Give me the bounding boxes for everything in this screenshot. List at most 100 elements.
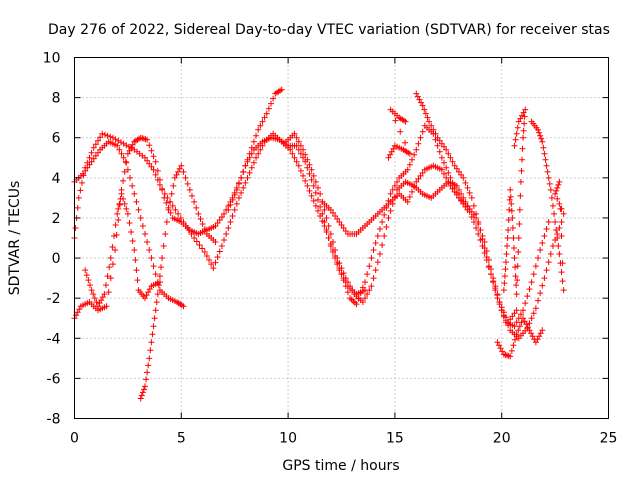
data-point bbox=[167, 198, 174, 205]
data-point bbox=[388, 148, 395, 155]
data-point bbox=[538, 135, 545, 142]
x-axis-label: GPS time / hours bbox=[282, 458, 399, 474]
series-track-6 bbox=[137, 162, 219, 402]
data-point bbox=[92, 141, 99, 148]
data-point bbox=[112, 136, 119, 143]
data-point bbox=[129, 238, 136, 245]
data-point bbox=[146, 355, 153, 362]
data-point bbox=[513, 307, 520, 314]
data-point bbox=[291, 154, 298, 161]
data-point bbox=[315, 207, 322, 214]
data-point bbox=[526, 327, 533, 334]
data-point bbox=[312, 202, 319, 209]
data-point bbox=[453, 165, 460, 172]
series-track-10 bbox=[413, 90, 552, 330]
data-point bbox=[88, 287, 95, 294]
data-point bbox=[113, 231, 120, 238]
data-point bbox=[548, 194, 555, 201]
data-point bbox=[103, 303, 110, 310]
data-point bbox=[163, 218, 170, 225]
data-point bbox=[138, 392, 145, 399]
data-point bbox=[547, 186, 554, 193]
data-point bbox=[554, 184, 561, 191]
data-point bbox=[445, 169, 452, 176]
data-point bbox=[361, 279, 368, 286]
data-point bbox=[120, 177, 127, 184]
axis-ticks: 0 5 10 15 20 25 -8 -6 -4 -2 0 2 4 6 8 10 bbox=[43, 51, 618, 447]
data-point bbox=[455, 194, 462, 201]
data-point bbox=[131, 247, 138, 254]
data-point bbox=[107, 275, 114, 282]
data-point bbox=[134, 277, 141, 284]
data-point bbox=[530, 310, 537, 317]
data-point bbox=[483, 254, 490, 261]
data-point bbox=[554, 195, 561, 202]
data-point bbox=[537, 290, 544, 297]
data-point bbox=[505, 226, 512, 233]
data-point bbox=[520, 315, 527, 322]
data-point bbox=[558, 205, 565, 212]
series-track-8 bbox=[225, 134, 368, 298]
data-point bbox=[259, 118, 266, 125]
data-point bbox=[175, 210, 182, 217]
data-point bbox=[438, 140, 445, 147]
data-point bbox=[391, 182, 398, 189]
data-point bbox=[541, 275, 548, 282]
data-point bbox=[306, 187, 313, 194]
data-point bbox=[441, 159, 448, 166]
data-point bbox=[103, 282, 110, 289]
data-point bbox=[146, 142, 153, 149]
data-point bbox=[379, 242, 386, 249]
data-point bbox=[146, 247, 153, 254]
data-point bbox=[473, 224, 480, 231]
data-point bbox=[374, 232, 381, 239]
data-point bbox=[445, 150, 452, 157]
data-point bbox=[413, 90, 420, 97]
data-point bbox=[193, 204, 200, 211]
data-point bbox=[191, 198, 198, 205]
data-point bbox=[507, 193, 514, 200]
data-point bbox=[415, 140, 422, 147]
data-point bbox=[521, 120, 528, 127]
data-point bbox=[325, 222, 332, 229]
data-point bbox=[526, 286, 533, 293]
data-point bbox=[86, 282, 93, 289]
data-point bbox=[144, 136, 151, 143]
data-point bbox=[144, 369, 151, 376]
data-point bbox=[537, 132, 544, 139]
data-point bbox=[406, 161, 413, 168]
data-point bbox=[238, 174, 245, 181]
data-point bbox=[291, 130, 298, 137]
data-point bbox=[152, 307, 159, 314]
data-point bbox=[175, 168, 182, 175]
data-point bbox=[513, 331, 520, 338]
data-point bbox=[547, 251, 554, 258]
data-point bbox=[428, 122, 435, 129]
data-point bbox=[206, 257, 213, 264]
data-point bbox=[197, 215, 204, 222]
data-point bbox=[317, 203, 324, 210]
data-point bbox=[99, 130, 106, 137]
data-point bbox=[160, 243, 167, 250]
data-point bbox=[508, 200, 515, 207]
data-point bbox=[148, 163, 155, 170]
data-point bbox=[539, 282, 546, 289]
data-point bbox=[517, 192, 524, 199]
data-point bbox=[141, 154, 148, 161]
data-point bbox=[121, 200, 128, 207]
data-point bbox=[366, 263, 373, 270]
data-point bbox=[539, 327, 546, 334]
data-point bbox=[515, 118, 522, 125]
data-point bbox=[524, 324, 531, 331]
y-tick-label: 0 bbox=[52, 251, 61, 267]
data-point bbox=[225, 224, 232, 231]
data-point bbox=[148, 339, 155, 346]
data-point bbox=[295, 162, 302, 169]
data-point bbox=[443, 146, 450, 153]
data-point bbox=[126, 147, 133, 154]
data-point bbox=[114, 210, 121, 217]
data-point bbox=[404, 198, 411, 205]
data-point bbox=[524, 293, 531, 300]
data-point bbox=[520, 109, 527, 116]
data-point bbox=[270, 95, 277, 102]
